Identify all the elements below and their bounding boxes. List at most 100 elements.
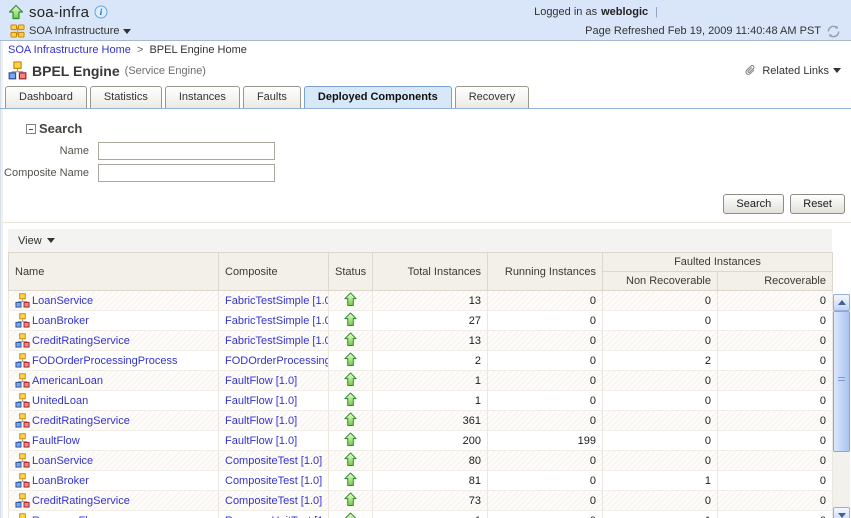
info-icon[interactable]: i bbox=[94, 5, 108, 19]
bpel-component-icon bbox=[15, 453, 30, 468]
breadcrumb-current: BPEL Engine Home bbox=[149, 44, 247, 56]
status-up-icon bbox=[344, 492, 357, 510]
login-info: Logged in as weblogic | bbox=[534, 6, 658, 18]
composite-link[interactable]: FabricTestSimple [1.0 bbox=[225, 314, 329, 327]
related-links-menu[interactable]: Related Links bbox=[743, 63, 841, 78]
non-recoverable-value: 0 bbox=[602, 330, 718, 351]
deployed-components-table: Name Composite Status Total Instances Ru… bbox=[8, 252, 833, 518]
total-instances-value: 1 bbox=[372, 390, 488, 411]
component-link[interactable]: FaultFlow bbox=[32, 434, 80, 447]
target-menu[interactable]: SOA Infrastructure bbox=[10, 24, 132, 38]
composite-link[interactable]: FabricTestSimple [1.0 bbox=[225, 334, 329, 347]
target-name: soa-infra bbox=[29, 3, 90, 21]
breadcrumb-separator: > bbox=[136, 44, 144, 56]
total-instances-value: 73 bbox=[372, 490, 488, 511]
column-header-total-instances[interactable]: Total Instances bbox=[372, 252, 488, 291]
table-row: CreditRatingService FaultFlow [1.0] 361 … bbox=[8, 410, 833, 431]
component-link[interactable]: LoanBroker bbox=[32, 474, 89, 487]
breadcrumb-parent-link[interactable]: SOA Infrastructure Home bbox=[8, 44, 131, 56]
scroll-up-button[interactable] bbox=[833, 294, 850, 311]
non-recoverable-value: 0 bbox=[602, 390, 718, 411]
component-link[interactable]: CreditRatingService bbox=[32, 334, 130, 347]
table-body: LoanService FabricTestSimple [1.0 13 0 0… bbox=[8, 290, 833, 518]
component-link[interactable]: CreditRatingService bbox=[32, 494, 130, 507]
name-input[interactable] bbox=[98, 142, 275, 160]
chevron-down-icon bbox=[46, 238, 55, 243]
component-link[interactable]: LoanService bbox=[32, 454, 94, 467]
search-button[interactable]: Search bbox=[723, 194, 785, 214]
recoverable-value: 0 bbox=[717, 490, 833, 511]
reset-button[interactable]: Reset bbox=[790, 194, 845, 214]
component-link[interactable]: UnitedLoan bbox=[32, 394, 89, 407]
table-toolbar: View bbox=[8, 229, 832, 252]
recoverable-value: 0 bbox=[717, 390, 833, 411]
composite-link[interactable]: CompositeTest [1.0] bbox=[225, 494, 323, 507]
collapse-icon[interactable] bbox=[26, 123, 36, 134]
composite-link[interactable]: FaultFlow [1.0] bbox=[225, 374, 298, 387]
component-link[interactable]: LoanService bbox=[32, 294, 94, 307]
scroll-down-button[interactable] bbox=[833, 507, 850, 518]
tab-faults[interactable]: Faults bbox=[242, 86, 301, 108]
status-up-icon bbox=[344, 472, 357, 490]
composite-link[interactable]: FabricTestSimple [1.0 bbox=[225, 294, 329, 307]
column-header-recoverable[interactable]: Recoverable bbox=[717, 271, 833, 291]
component-link[interactable]: FODOrderProcessingProcess bbox=[32, 354, 178, 367]
composite-link[interactable]: FODOrderProcessingC bbox=[225, 354, 329, 367]
composite-link[interactable]: FaultFlow [1.0] bbox=[225, 434, 298, 447]
target-menu-label: SOA Infrastructure bbox=[29, 25, 120, 37]
total-instances-value: 361 bbox=[372, 410, 488, 431]
component-link[interactable]: CreditRatingService bbox=[32, 414, 130, 427]
recoverable-value: 0 bbox=[717, 330, 833, 351]
section-divider bbox=[0, 222, 851, 223]
view-menu-label: View bbox=[18, 234, 42, 247]
recoverable-value: 0 bbox=[717, 350, 833, 371]
scrollbar-thumb[interactable] bbox=[833, 311, 850, 452]
column-header-non-recoverable[interactable]: Non Recoverable bbox=[602, 271, 718, 291]
composite-link[interactable]: FaultFlow [1.0] bbox=[225, 394, 298, 407]
tab-deployed-components[interactable]: Deployed Components bbox=[303, 86, 452, 108]
composite-link[interactable]: FaultFlow [1.0] bbox=[225, 414, 298, 427]
column-header-composite[interactable]: Composite bbox=[218, 252, 329, 291]
non-recoverable-value: 0 bbox=[602, 310, 718, 331]
table-row: LoanService CompositeTest [1.0] 80 0 0 0 bbox=[8, 450, 833, 471]
non-recoverable-value: 1 bbox=[602, 510, 718, 518]
non-recoverable-value: 0 bbox=[602, 450, 718, 471]
component-link[interactable]: RecoveryFlow bbox=[32, 515, 102, 518]
total-instances-value: 81 bbox=[372, 470, 488, 491]
composite-link[interactable]: RecoveryUnitTest [1. bbox=[225, 515, 326, 518]
logged-in-label: Logged in as bbox=[534, 6, 598, 18]
column-header-running-instances[interactable]: Running Instances bbox=[487, 252, 603, 291]
tab-dashboard[interactable]: Dashboard bbox=[5, 86, 87, 108]
component-link[interactable]: LoanBroker bbox=[32, 314, 89, 327]
view-menu-button[interactable]: View bbox=[18, 235, 55, 247]
bpel-component-icon bbox=[15, 293, 30, 308]
recoverable-value: 0 bbox=[717, 450, 833, 471]
running-instances-value: 0 bbox=[487, 350, 603, 371]
logged-in-user: weblogic bbox=[601, 6, 649, 18]
status-up-icon bbox=[344, 392, 357, 410]
refresh-icon[interactable] bbox=[826, 24, 841, 39]
composite-name-input[interactable] bbox=[98, 164, 275, 182]
tab-recovery[interactable]: Recovery bbox=[454, 86, 530, 108]
vertical-scrollbar[interactable] bbox=[833, 294, 850, 518]
scrollbar-track[interactable] bbox=[833, 452, 850, 507]
running-instances-value: 0 bbox=[487, 410, 603, 431]
breadcrumb: SOA Infrastructure Home > BPEL Engine Ho… bbox=[0, 41, 851, 57]
non-recoverable-value: 0 bbox=[602, 370, 718, 391]
composite-link[interactable]: CompositeTest [1.0] bbox=[225, 454, 323, 467]
table-row: CreditRatingService CompositeTest [1.0] … bbox=[8, 490, 833, 511]
column-header-status[interactable]: Status bbox=[328, 252, 373, 291]
running-instances-value: 0 bbox=[487, 330, 603, 351]
total-instances-value: 1 bbox=[372, 510, 488, 518]
recoverable-value: 0 bbox=[717, 470, 833, 491]
recoverable-value: 0 bbox=[717, 410, 833, 431]
column-header-name[interactable]: Name bbox=[8, 252, 219, 291]
page-title: BPEL Engine bbox=[32, 62, 120, 79]
tab-statistics[interactable]: Statistics bbox=[89, 86, 162, 108]
composite-link[interactable]: CompositeTest [1.0] bbox=[225, 474, 323, 487]
component-link[interactable]: AmericanLoan bbox=[32, 374, 103, 387]
status-up-icon bbox=[344, 352, 357, 370]
login-separator: | bbox=[655, 6, 658, 18]
tab-instances[interactable]: Instances bbox=[164, 86, 240, 108]
